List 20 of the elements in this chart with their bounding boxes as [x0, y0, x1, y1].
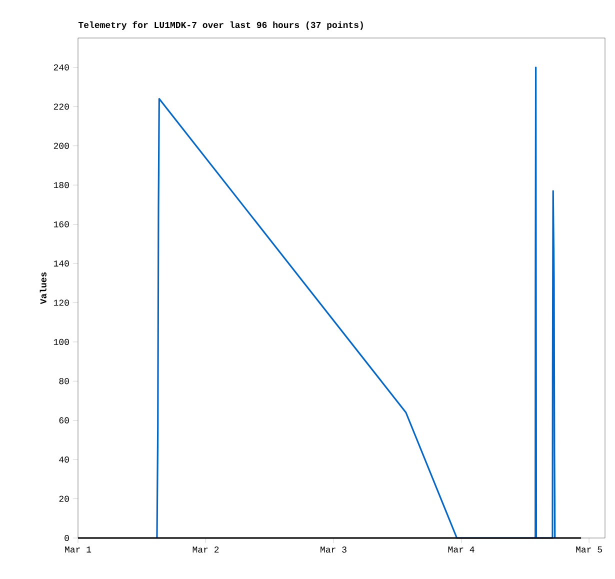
y-tick-label: 0	[64, 534, 69, 542]
y-tick-label: 140	[54, 260, 69, 267]
y-tick-label: 120	[54, 300, 69, 306]
y-tick-label: 60	[59, 417, 69, 424]
chart-title: Telemetry for LU1MDK-7 over last 96 hours (37 points)	[78, 21, 363, 30]
y-tick-label: 20	[59, 496, 69, 502]
y-tick-label: 100	[54, 338, 69, 345]
y-tick-label: 80	[59, 378, 69, 384]
x-tick-label: Mar 5	[576, 546, 602, 553]
y-axis-title: Values	[40, 272, 46, 304]
y-tick-label: 180	[54, 182, 69, 188]
x-tick-label: Mar 2	[192, 546, 219, 553]
y-tick-label: 240	[54, 64, 69, 70]
y-tick-label: 220	[54, 104, 69, 110]
y-tick-label: 200	[54, 142, 69, 149]
y-tick-label: 40	[59, 456, 69, 463]
y-tick-label: 160	[54, 221, 69, 228]
x-tick-label: Mar 4	[448, 546, 474, 553]
x-tick-label: Mar 3	[320, 546, 346, 553]
x-tick-label: Mar 1	[65, 546, 92, 553]
